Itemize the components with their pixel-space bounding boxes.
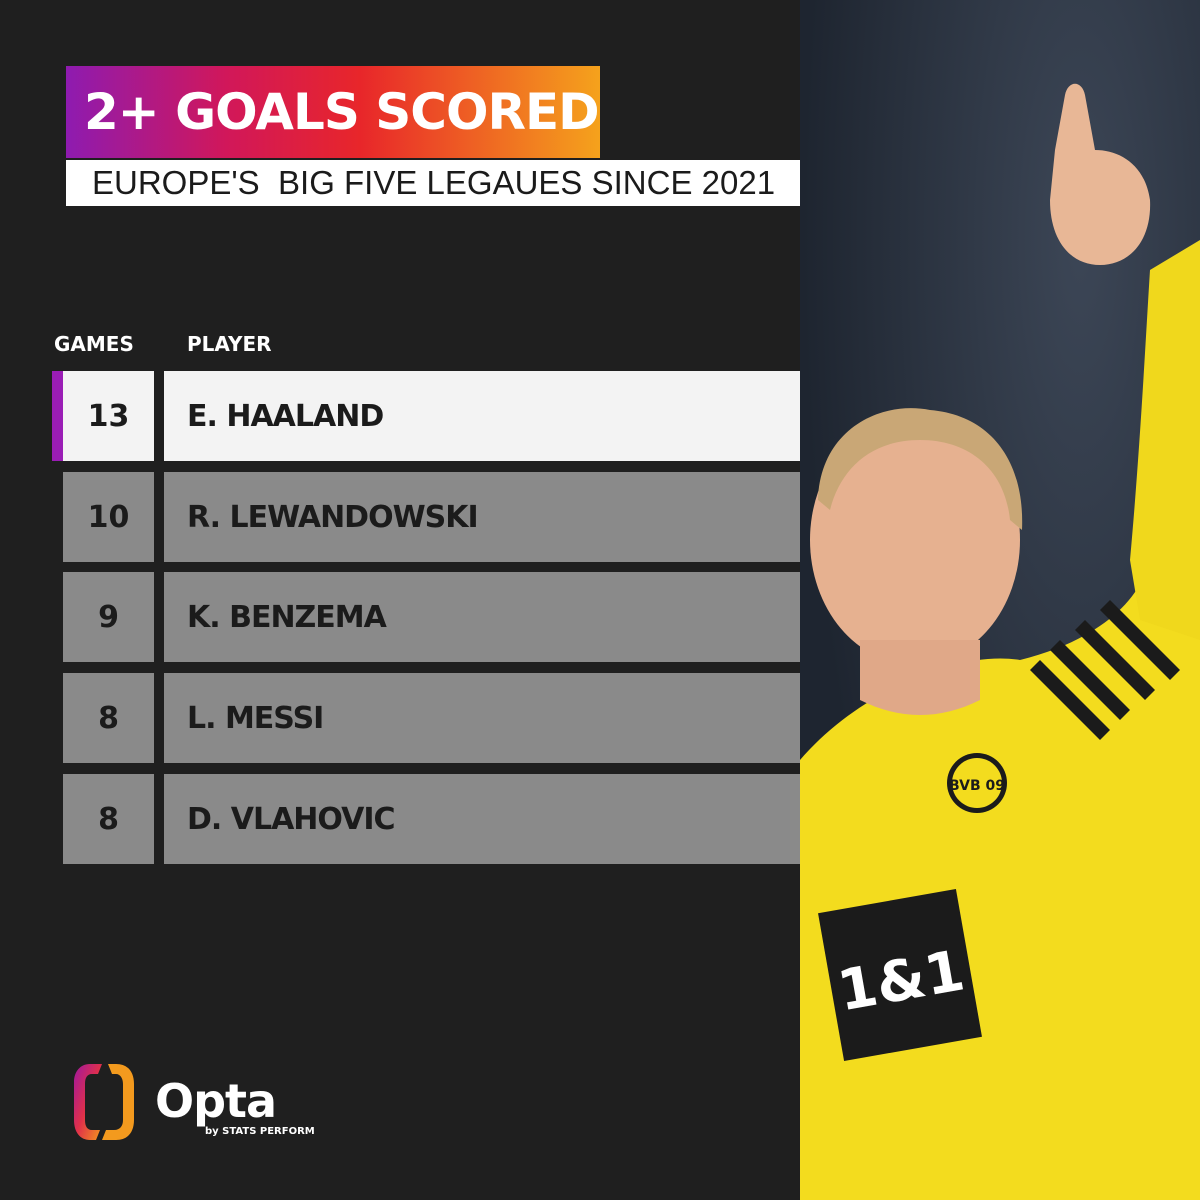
player-photo: 1&1 BVB 09 <box>800 0 1200 1200</box>
table-row: 8 D. VLAHOVIC <box>52 774 800 864</box>
games-cell: 8 <box>63 774 154 864</box>
highlight-accent <box>52 371 63 461</box>
crest-text: BVB 09 <box>949 778 1005 794</box>
player-cell: L. MESSI <box>164 673 800 763</box>
player-cell: D. VLAHOVIC <box>164 774 800 864</box>
player-header: PLAYER <box>187 332 272 356</box>
table-row: 8 L. MESSI <box>52 673 800 763</box>
player-cell: K. BENZEMA <box>164 572 800 662</box>
table-row: 9 K. BENZEMA <box>52 572 800 662</box>
games-cell: 13 <box>63 371 154 461</box>
games-cell: 9 <box>63 572 154 662</box>
table-row: 10 R. LEWANDOWSKI <box>52 472 800 562</box>
table-row: 13 E. HAALAND <box>52 371 800 461</box>
games-cell: 10 <box>63 472 154 562</box>
infographic-panel: 2+ GOALS SCORED EUROPE'S BIG FIVE LEGAUE… <box>52 66 815 1140</box>
games-cell: 8 <box>63 673 154 763</box>
opta-logo-icon <box>74 1064 134 1140</box>
opta-wordmark: Opta <box>155 1074 277 1128</box>
player-cell: E. HAALAND <box>164 371 800 461</box>
games-header: GAMES <box>54 332 134 356</box>
title-banner: 2+ GOALS SCORED <box>66 66 600 158</box>
player-illustration: 1&1 BVB 09 <box>800 83 1200 1200</box>
player-cell: R. LEWANDOWSKI <box>164 472 800 562</box>
subtitle-banner: EUROPE'S BIG FIVE LEGAUES SINCE 2021 <box>66 160 815 206</box>
sponsor-patch <box>818 888 982 1062</box>
stats-perform-tagline: by STATS PERFORM <box>205 1126 315 1137</box>
